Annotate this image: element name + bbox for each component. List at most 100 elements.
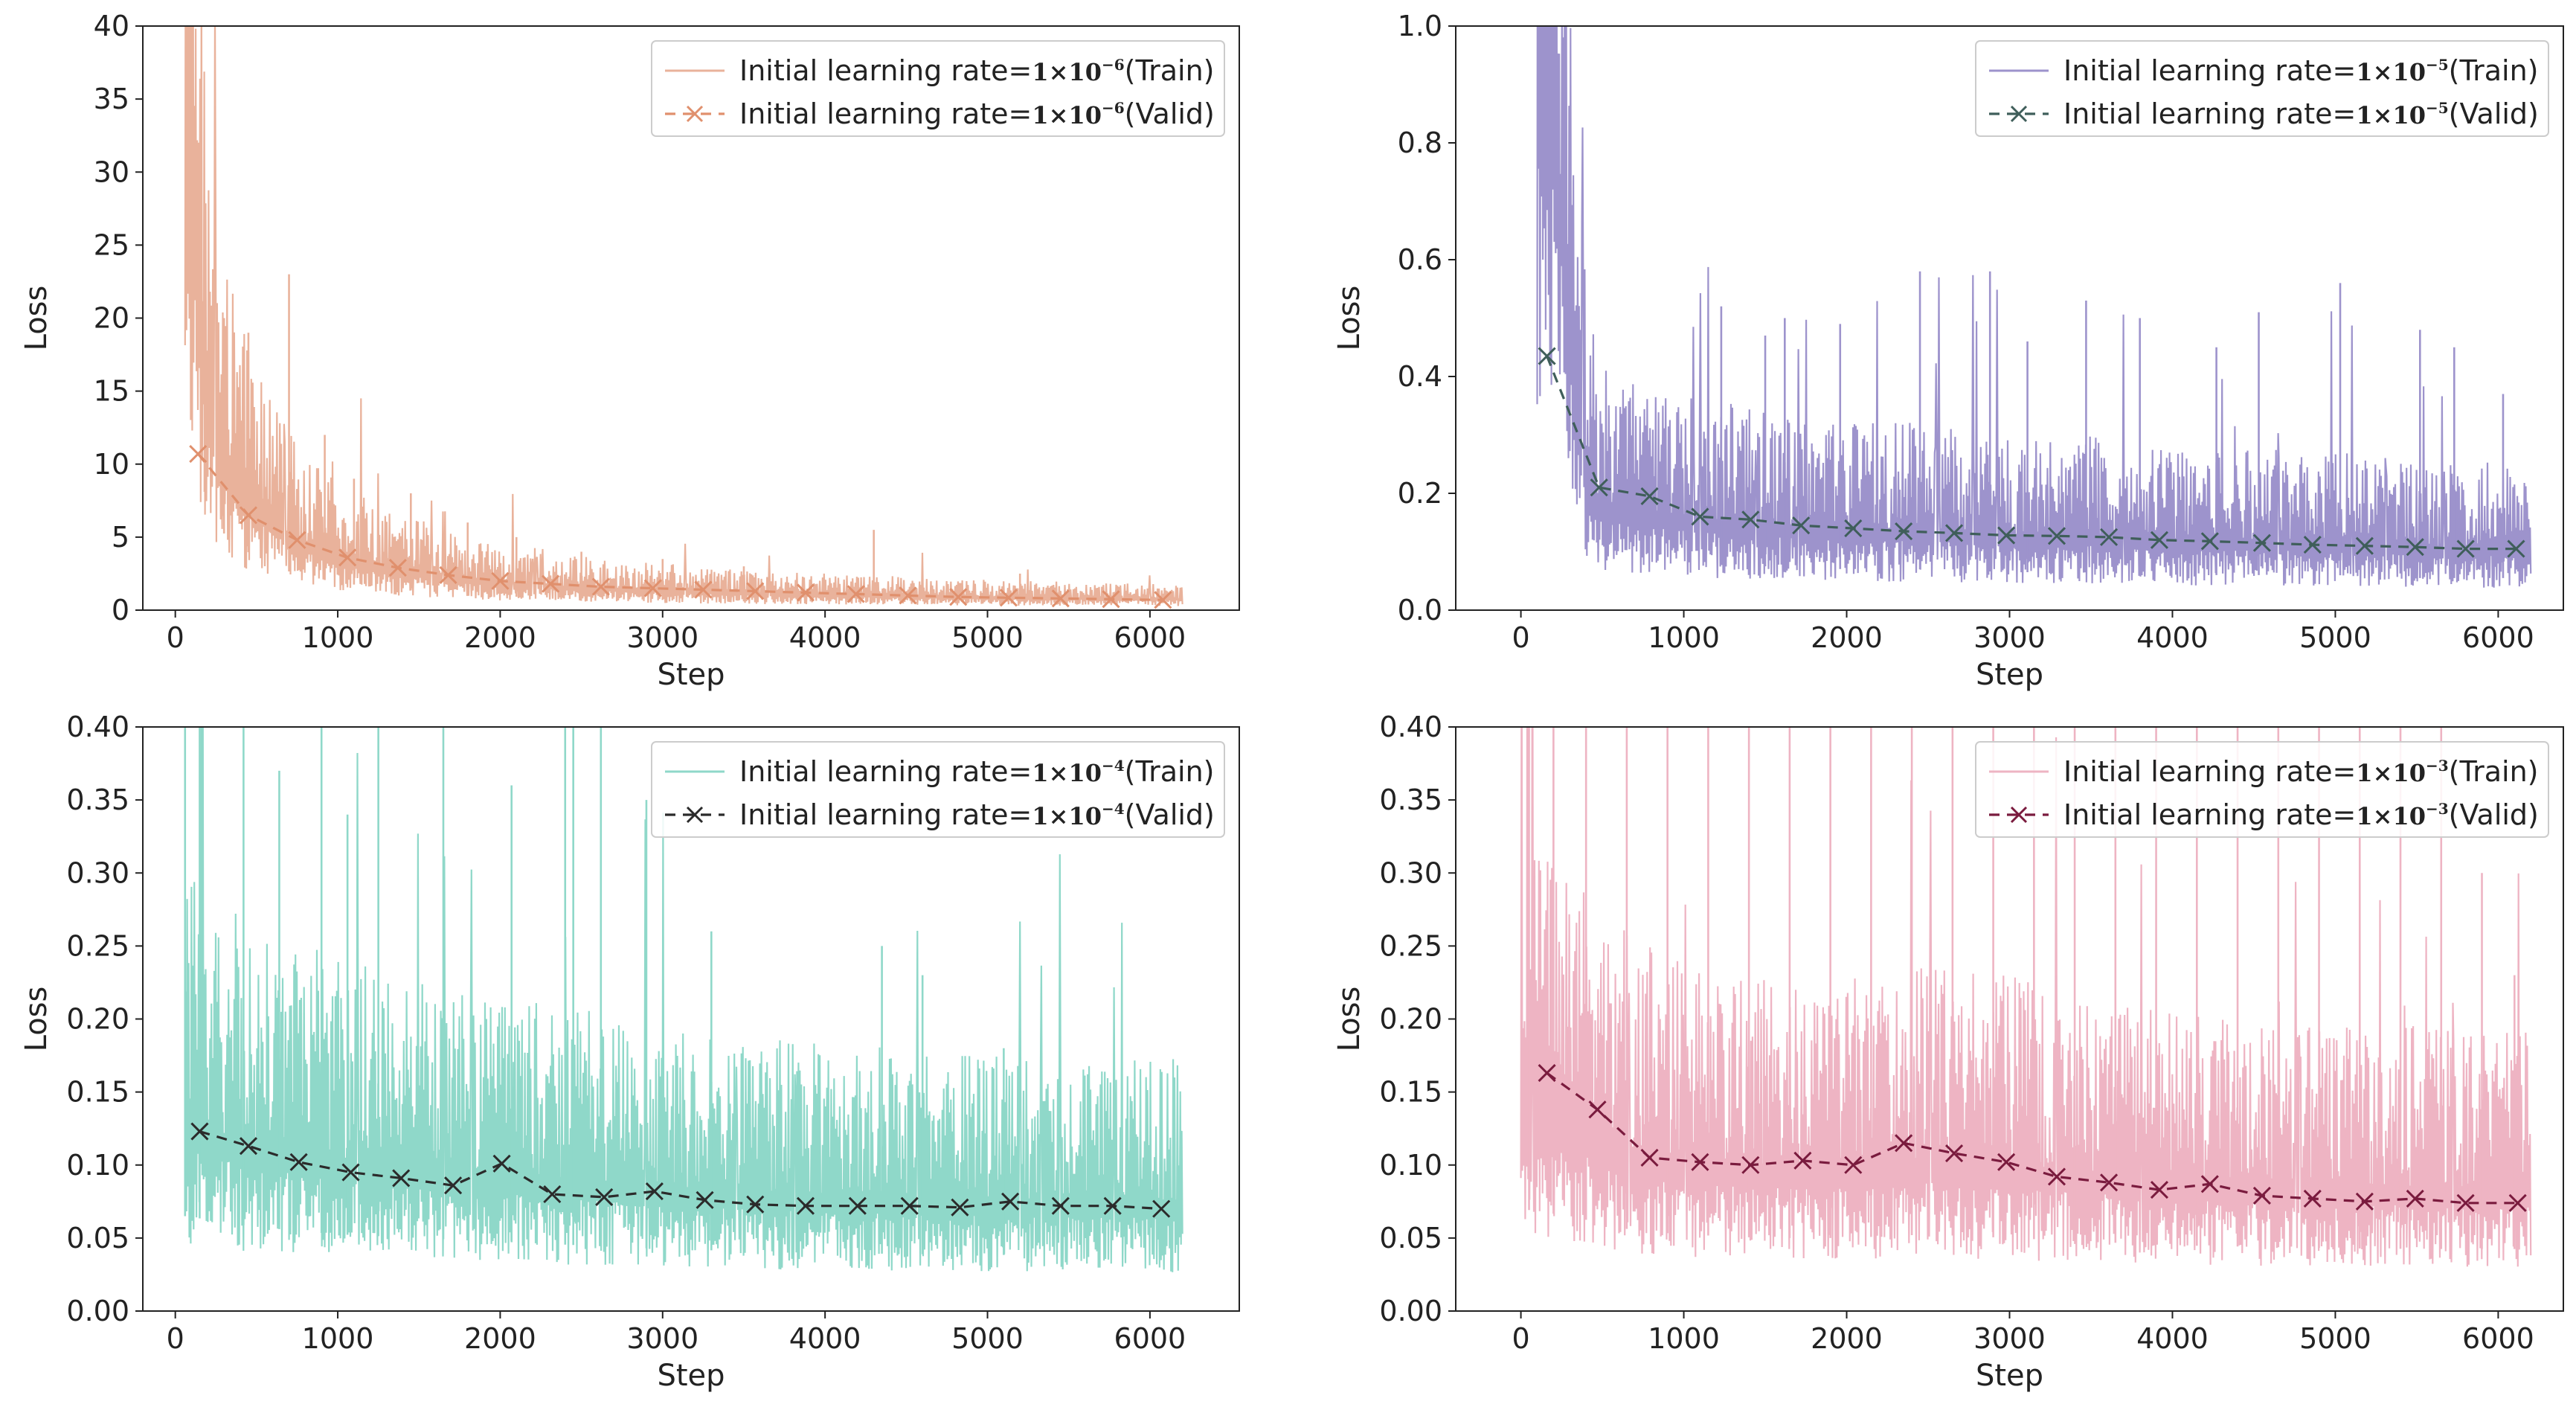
valid-point-marker (595, 1188, 614, 1206)
valid-point-marker (2200, 1175, 2219, 1193)
y-tick-label: 0.00 (66, 1295, 129, 1327)
legend-label-train: Initial learning rate=1×10−5(Train) (2063, 54, 2538, 87)
valid-point-marker (2150, 531, 2169, 549)
x-tick-label: 0 (1512, 621, 1529, 654)
valid-point-marker (1538, 347, 1556, 365)
valid-point-marker (694, 580, 713, 599)
legend-box (1975, 741, 2549, 838)
x-tick-label: 1000 (1648, 1322, 1720, 1355)
valid-point-marker (1538, 1064, 1556, 1083)
y-tick-label: 0.40 (1379, 711, 1442, 743)
train-series-line (1536, 26, 2532, 588)
valid-point-marker (951, 1198, 969, 1217)
legend-label-train: Initial learning rate=1×10−3(Train) (2063, 755, 2538, 788)
valid-point-marker (2508, 1193, 2527, 1212)
x-tick-label: 3000 (626, 1322, 698, 1355)
y-tick-label: 0.4 (1398, 360, 1442, 393)
x-tick-label: 4000 (2136, 1322, 2209, 1355)
y-tick-label: 0.15 (66, 1076, 129, 1109)
x-tick-label: 2000 (464, 621, 536, 654)
valid-point-marker (2047, 1167, 2066, 1186)
valid-point-marker (2100, 1173, 2119, 1192)
valid-point-marker (190, 1122, 209, 1141)
valid-point-marker (1051, 589, 1070, 608)
x-axis-label: Step (657, 1359, 725, 1393)
valid-point-marker (696, 1191, 714, 1209)
y-axis-label: Loss (1332, 987, 1366, 1052)
valid-point-marker (491, 571, 510, 590)
y-tick-label: 0.20 (66, 1003, 129, 1036)
valid-point-marker (796, 1196, 815, 1215)
valid-point-marker (999, 589, 1018, 607)
chart-panel-top-right: 0 1000 2000 3000 4000 5000 6000 0.0 0.2 0.4 0.6 0.8… (1332, 10, 2564, 692)
y-axis-label: Loss (19, 987, 54, 1052)
valid-point-marker (1640, 1148, 1659, 1167)
legend: Initial learning rate=1×10−5(Train) Initi… (1975, 40, 2549, 137)
valid-point-marker (1154, 591, 1172, 609)
y-tick-label: 0.10 (1379, 1149, 1442, 1182)
valid-point-marker (645, 1182, 664, 1201)
valid-point-marker (1792, 516, 1811, 535)
x-tick-label: 0 (167, 1322, 184, 1355)
x-tick-label: 2000 (1811, 1322, 1883, 1355)
valid-point-marker (288, 531, 306, 549)
valid-point-marker (2355, 536, 2374, 555)
y-tick-label: 0.20 (1379, 1003, 1442, 1036)
y-tick-label: 0.2 (1398, 477, 1442, 510)
chart-panel-top-left: 0 1000 2000 3000 4000 5000 6000 0 5 10 15 20 25 30 35 4… (19, 10, 1240, 692)
y-tick-label: 0.35 (1379, 783, 1442, 816)
valid-point-marker (1691, 1153, 1709, 1171)
legend-marker-icon (2010, 105, 2028, 123)
x-tick-label: 3000 (1973, 1322, 2046, 1355)
x-tick-label: 2000 (464, 1322, 536, 1355)
x-tick-label: 4000 (789, 621, 861, 654)
valid-point-marker (1640, 487, 1659, 505)
valid-series-line (1546, 1071, 2518, 1205)
legend-marker-icon (2010, 806, 2028, 824)
valid-point-marker (949, 588, 968, 606)
valid-point-marker (591, 577, 610, 596)
x-tick-label: 6000 (1114, 1322, 1186, 1355)
y-tick-label: 0.25 (66, 929, 129, 962)
valid-point-marker (2355, 1192, 2374, 1211)
legend: Initial learning rate=1×10−3(Train) Initi… (1975, 741, 2549, 838)
y-tick-label: 0.40 (66, 711, 129, 743)
valid-point-marker (388, 559, 407, 577)
legend-label-train: Initial learning rate=1×10−6(Train) (739, 54, 1214, 87)
valid-point-marker (900, 1196, 919, 1215)
legend: Initial learning rate=1×10−6(Train) Initi… (651, 40, 1225, 137)
legend-label-valid: Initial learning rate=1×10−4(Valid) (739, 798, 1215, 831)
valid-point-marker (899, 586, 917, 605)
valid-point-marker (1152, 1199, 1171, 1218)
x-tick-label: 3000 (626, 621, 698, 654)
valid-point-marker (1741, 1156, 1760, 1174)
valid-point-marker (239, 506, 258, 525)
x-tick-label: 0 (1512, 1322, 1529, 1355)
valid-point-marker (2252, 533, 2271, 552)
valid-point-marker (643, 579, 662, 597)
y-tick-label: 0.10 (66, 1149, 129, 1182)
valid-point-marker (239, 1137, 258, 1156)
x-tick-label: 3000 (1973, 621, 2046, 654)
y-tick-label: 0.00 (1379, 1295, 1442, 1327)
train-series-line (184, 26, 1183, 606)
y-tick-label: 0.25 (1379, 929, 1442, 962)
valid-point-marker (2100, 528, 2119, 546)
chart-panel-bottom-left: 0 1000 2000 3000 4000 5000 6000 0.00 0.05 0.10 0.1… (19, 711, 1240, 1393)
legend-label-train: Initial learning rate=1×10−4(Train) (739, 755, 1214, 788)
x-tick-label: 4000 (2136, 621, 2209, 654)
valid-point-marker (189, 444, 208, 464)
valid-point-marker (1102, 590, 1120, 609)
valid-point-marker (338, 548, 357, 567)
chart-panel-bottom-right: 0 1000 2000 3000 4000 5000 6000 0.00 0.05 0.10 0.1… (1332, 711, 2564, 1393)
valid-point-marker (2456, 539, 2475, 558)
y-tick-label: 0.05 (66, 1222, 129, 1254)
y-tick-label: 30 (94, 156, 129, 188)
valid-point-marker (543, 1185, 562, 1204)
y-tick-label: 20 (94, 302, 129, 335)
y-tick-label: 0.05 (1379, 1222, 1442, 1254)
x-tick-label: 6000 (2462, 621, 2534, 654)
legend-box (651, 741, 1225, 838)
x-tick-label: 1000 (1648, 621, 1720, 654)
